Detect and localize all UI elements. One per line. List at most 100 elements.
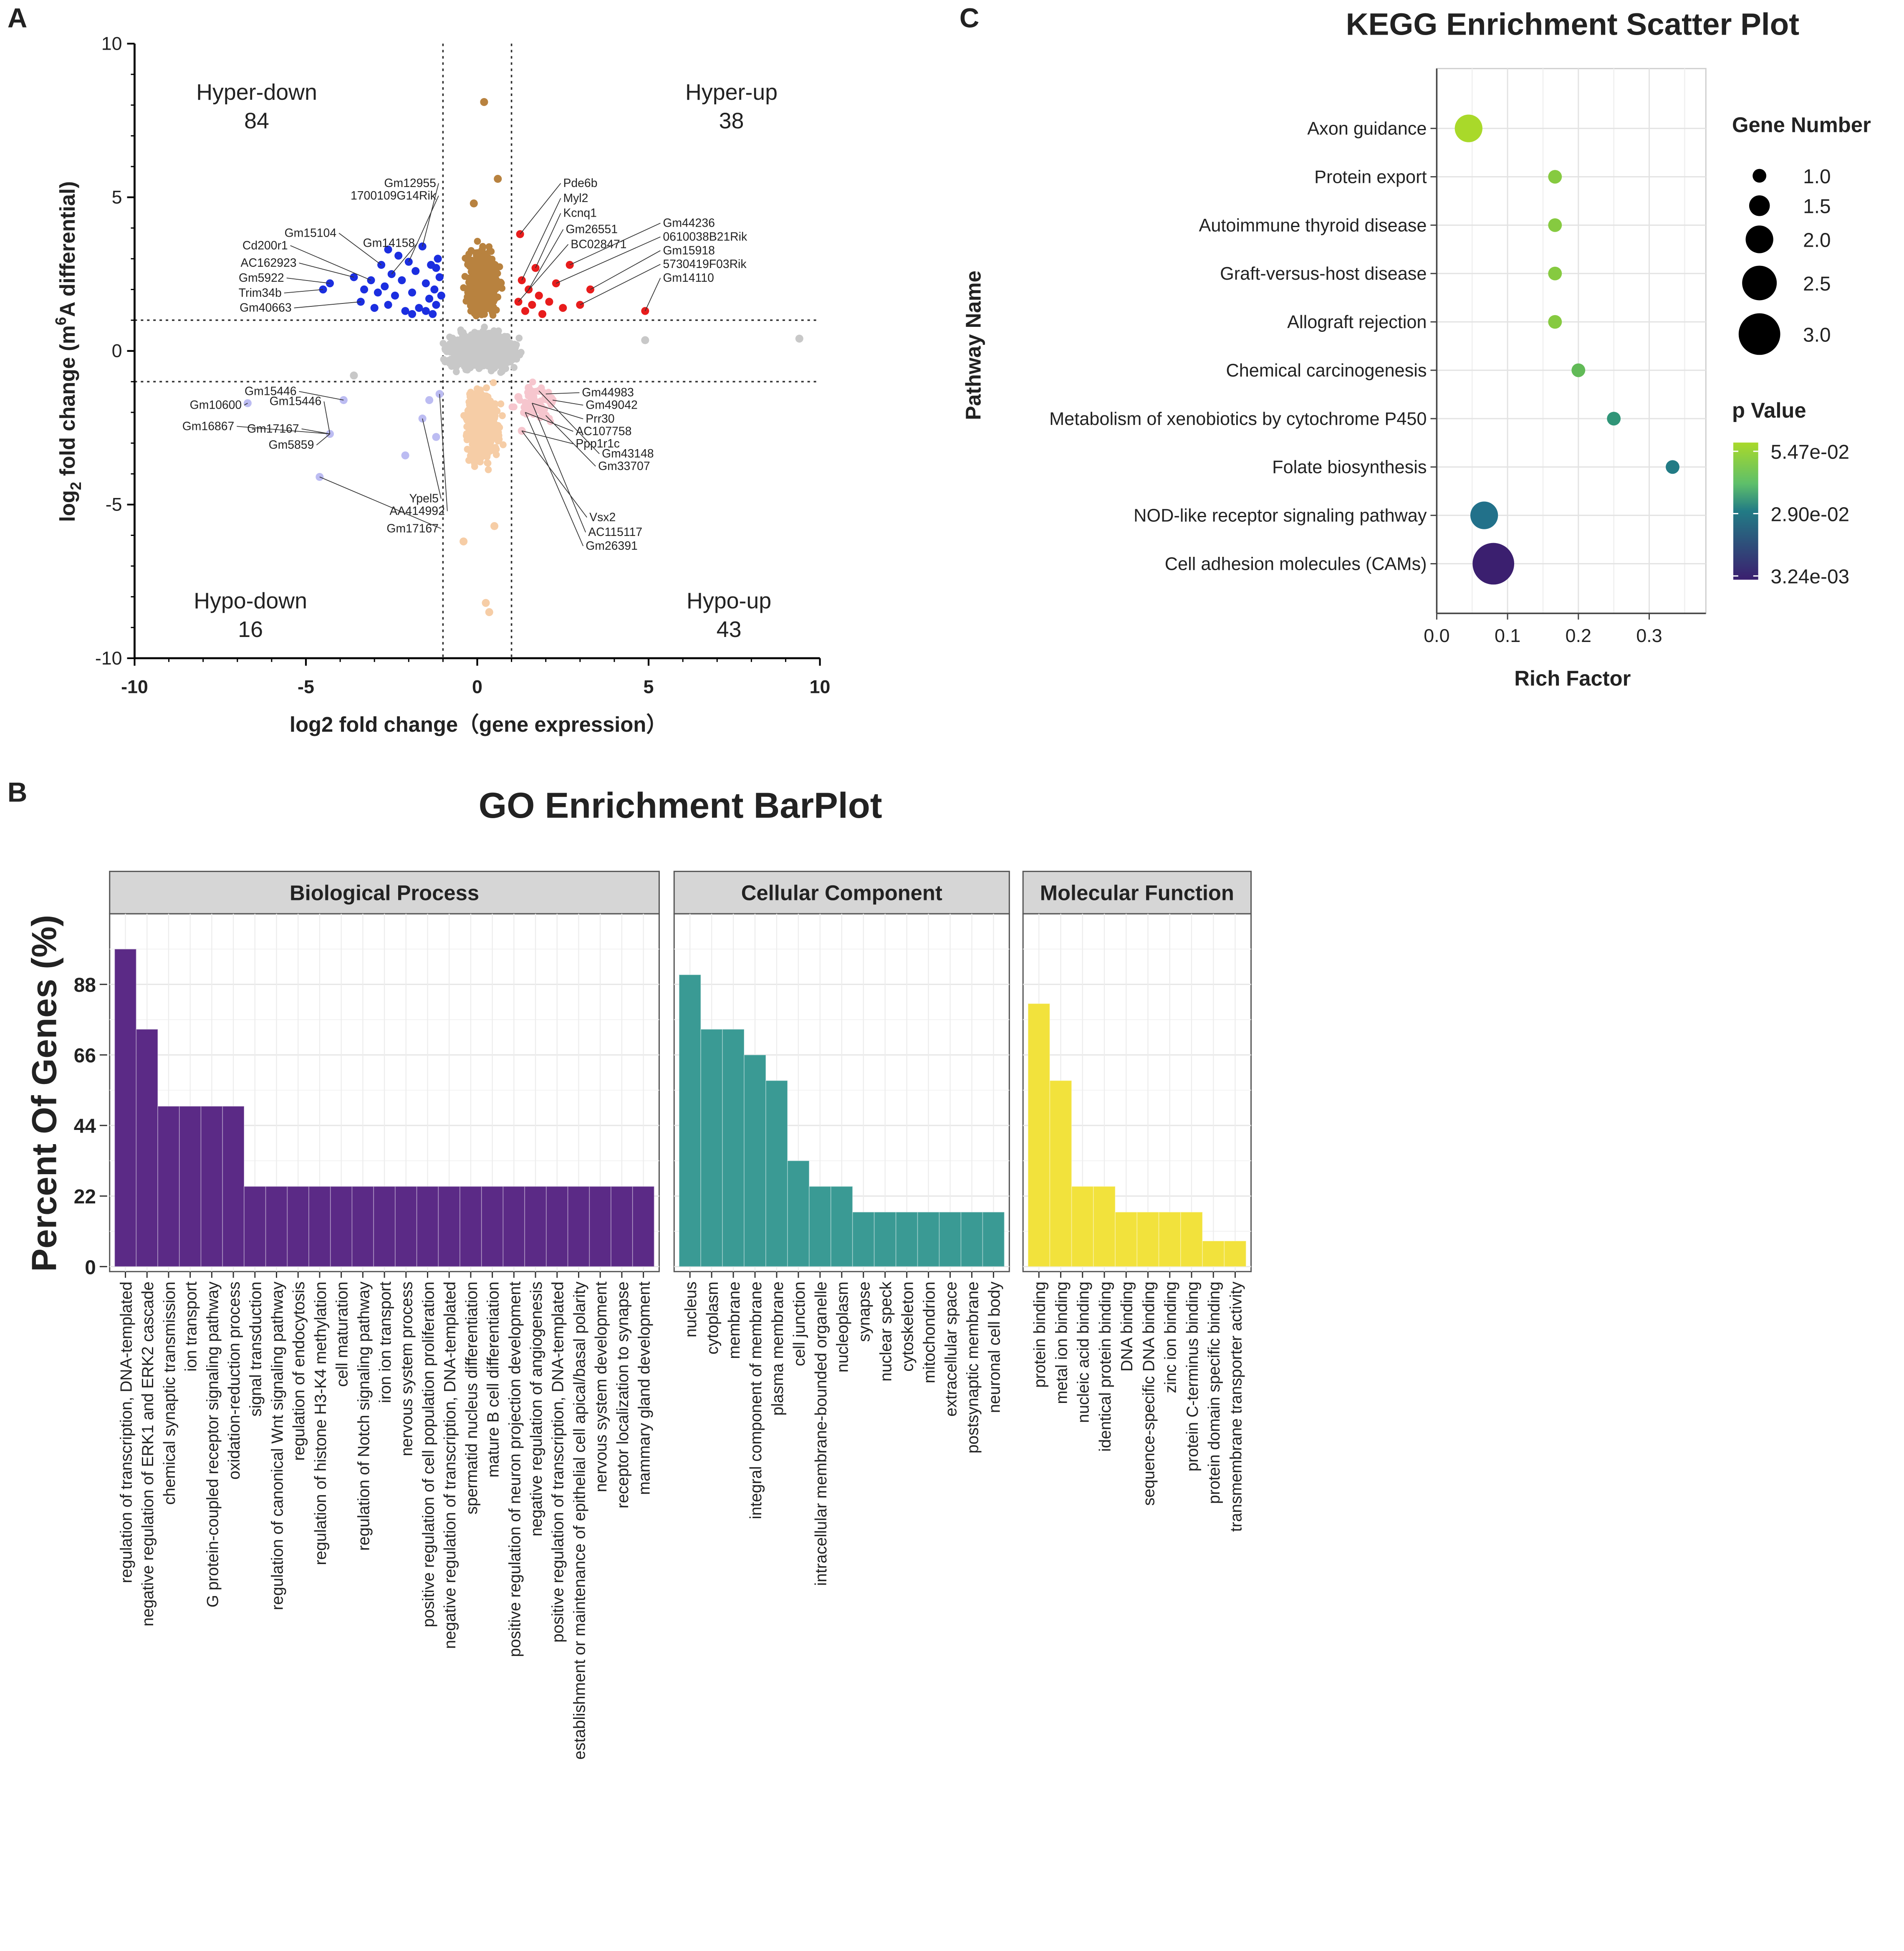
gene-label: Gm15446 xyxy=(245,385,297,398)
kegg-point xyxy=(1548,315,1562,329)
quadrant-hypo-up-label: Hypo-up xyxy=(687,588,771,613)
nonsig-point xyxy=(350,371,358,380)
hypo_nonsig-point xyxy=(460,537,468,546)
gene-label: 5730419F03Rik xyxy=(663,258,747,271)
go-bar xyxy=(939,1211,962,1267)
hyper_down-point xyxy=(425,295,434,303)
go-bar xyxy=(265,1186,288,1267)
gene-leader-line xyxy=(521,430,587,518)
gene-leader-line xyxy=(532,403,586,533)
hyper_up-point xyxy=(538,310,547,318)
go-bar xyxy=(503,1186,525,1267)
gene-label: Myl2 xyxy=(563,192,588,205)
nonsig-point xyxy=(500,363,508,371)
gene-label: Gm14110 xyxy=(663,271,714,285)
nonsig-point xyxy=(452,368,460,375)
hypo-nonsig-point xyxy=(487,430,495,437)
hyper-nonsig-point xyxy=(481,311,488,318)
hypo_down-point xyxy=(432,433,440,441)
go-category-label: intracellular membrane-bounded organelle xyxy=(812,1281,830,1586)
y-tick-label: 10 xyxy=(101,33,122,54)
gene-label: AC115117 xyxy=(588,526,642,539)
nonsig-point xyxy=(485,360,492,367)
color-legend-label: 2.90e-02 xyxy=(1771,503,1850,526)
nonsig-point xyxy=(455,350,462,358)
hyper-nonsig-point xyxy=(471,275,479,282)
hyper-nonsig-point xyxy=(485,266,492,274)
size-legend-circle xyxy=(1749,195,1770,216)
go-category-label: ion transport xyxy=(182,1281,200,1372)
y-tick-label: 0 xyxy=(112,341,122,361)
hyper-nonsig-point xyxy=(489,298,497,306)
nonsig-point xyxy=(491,354,498,361)
go-bar xyxy=(700,1029,723,1267)
gene-leader-line xyxy=(521,198,561,281)
go-bar xyxy=(1115,1211,1138,1267)
hyper_down-point xyxy=(422,279,430,288)
go-bar xyxy=(787,1160,810,1267)
kegg-point xyxy=(1472,543,1515,585)
gene-label: Gm14158 xyxy=(363,236,415,250)
hypo-nonsig-point xyxy=(471,460,478,467)
hyper-nonsig-point xyxy=(472,312,480,320)
nonsig-point xyxy=(487,338,495,345)
nonsig-point xyxy=(462,341,470,349)
gene-leader-line xyxy=(391,243,418,275)
x-tick-label: 5 xyxy=(644,677,654,698)
go-bar xyxy=(744,1054,766,1267)
nonsig-point xyxy=(518,349,525,356)
go-bar xyxy=(136,1029,158,1267)
color-legend-bar xyxy=(1733,442,1758,580)
go-category-label: sequence-specific DNA binding xyxy=(1140,1281,1158,1506)
go-y-tick-label: 88 xyxy=(74,974,96,996)
gene-leader-line xyxy=(538,390,600,454)
go-bar xyxy=(244,1186,266,1267)
go-bar xyxy=(114,948,137,1267)
hyper_down-point xyxy=(434,255,442,263)
kegg-point xyxy=(1548,266,1562,281)
kegg-point xyxy=(1548,218,1562,232)
hypo-nonsig-point xyxy=(492,445,500,453)
go-bar xyxy=(481,1186,504,1267)
hypo_down-point xyxy=(418,414,427,423)
panel-c-plot-area: 0.0 0.1 0.2 0.3 Axon guidance Protein export A… xyxy=(1049,68,1707,646)
quadrant-hyper-up-count: 38 xyxy=(719,109,744,134)
go-bar xyxy=(1028,1003,1050,1267)
nonsig-point xyxy=(443,344,450,351)
hypo-nonsig-point xyxy=(465,408,473,415)
hyper_down-point xyxy=(408,288,417,297)
quadrant-hyper-down-label: Hyper-down xyxy=(196,80,317,105)
color-legend-label: 5.47e-02 xyxy=(1771,441,1850,463)
hyper-nonsig-point xyxy=(474,249,481,256)
go-category-label: regulation of canonical Wnt signaling pa… xyxy=(268,1281,286,1610)
hypo-nonsig-point xyxy=(471,403,478,411)
go-bar xyxy=(852,1211,875,1267)
nonsig-point xyxy=(492,363,499,370)
gene-label: Gm12955 xyxy=(384,177,436,190)
hyper_down-point xyxy=(437,291,445,300)
nonsig-point xyxy=(510,347,517,354)
go-bar xyxy=(373,1186,396,1267)
quadrant-hypo-down-label: Hypo-down xyxy=(194,588,307,613)
go-category-label: mitochondrion xyxy=(921,1281,939,1383)
go-category-label: negative regulation of angiogenesis xyxy=(528,1281,545,1537)
go-category-label: receptor localization to synapse xyxy=(614,1281,632,1509)
nonsig-point xyxy=(469,338,477,345)
panel-b-y-axis-label: Percent Of Genes (%) xyxy=(24,915,63,1272)
hyper-nonsig-point xyxy=(464,261,471,268)
panel-b-title: GO Enrichment BarPlot xyxy=(479,786,882,826)
kegg-pathway-label: NOD-like receptor signaling pathway xyxy=(1134,506,1427,526)
go-category-label: positive regulation of neuron projection… xyxy=(506,1281,524,1657)
hypo-nonsig-point xyxy=(470,431,478,438)
hyper_down-point xyxy=(432,264,440,272)
gene-label: Gm17167 xyxy=(247,422,299,435)
hypo-nonsig-point xyxy=(470,448,477,455)
hypo-nonsig-point xyxy=(484,394,491,401)
facet-strip xyxy=(673,871,1010,915)
go-bar xyxy=(330,1186,353,1267)
gene-leader-line xyxy=(244,403,248,406)
go-bar xyxy=(1158,1211,1181,1267)
gene-leader-line xyxy=(528,229,564,290)
go-category-label: nucleus xyxy=(682,1281,700,1337)
